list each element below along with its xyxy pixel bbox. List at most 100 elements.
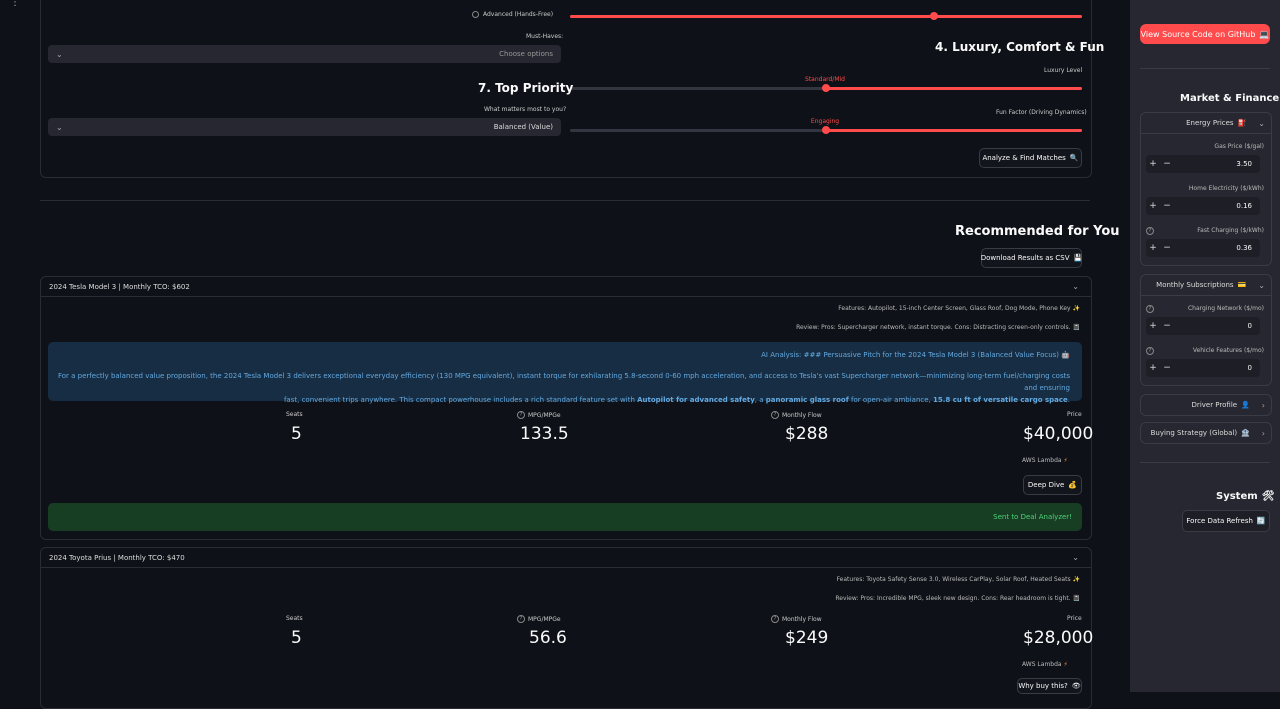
help-icon[interactable]: ? bbox=[771, 615, 779, 623]
laptop-icon: 💻 bbox=[1259, 29, 1270, 39]
lambda-caption: AWS Lambda ⚡ bbox=[1022, 661, 1068, 668]
fun-slider-knob[interactable] bbox=[822, 126, 830, 134]
features-text: Features: Toyota Safety Sense 3.0, Wirel… bbox=[836, 576, 1071, 583]
seats-value: 5 bbox=[291, 628, 302, 648]
advanced-radio[interactable]: Advanced (Hands-Free) bbox=[472, 11, 553, 18]
must-haves-label: Must-Haves: bbox=[526, 33, 564, 40]
subs-expander-label: Monthly Subscriptions bbox=[1156, 281, 1234, 289]
ai-bold-1: Autopilot for advanced safety bbox=[637, 396, 755, 404]
card-icon: 💳 bbox=[1237, 281, 1247, 289]
seats-value: 5 bbox=[291, 424, 302, 444]
ai-text-3: , a bbox=[754, 396, 766, 404]
fast-charge-input[interactable]: + − 0.36 bbox=[1146, 239, 1260, 257]
gas-value[interactable]: 3.50 bbox=[1236, 160, 1252, 168]
ai-text-1: For a perfectly balanced value propositi… bbox=[58, 372, 1071, 392]
fun-slider[interactable] bbox=[570, 126, 1082, 134]
chevron-down-icon: ⌄ bbox=[1072, 282, 1079, 291]
money-bag-icon: 💰 bbox=[1068, 481, 1078, 489]
card-header[interactable]: 2024 Tesla Model 3 | Monthly TCO: $602 ⌄ bbox=[41, 277, 1091, 297]
book-icon: 📓 bbox=[1072, 324, 1080, 331]
must-haves-placeholder: Choose options bbox=[499, 50, 553, 58]
plus-button[interactable]: + bbox=[1149, 243, 1157, 253]
menu-dots-icon[interactable]: ⋮ bbox=[10, 0, 20, 8]
driver-profile-expander[interactable]: Driver Profile 👤 › bbox=[1140, 394, 1272, 416]
home-elec-label: Home Electricity ($/kWh) bbox=[1146, 185, 1264, 192]
driver-profile-header[interactable]: Driver Profile 👤 › bbox=[1141, 395, 1271, 415]
energy-expander-header[interactable]: Energy Prices ⛽ ⌄ bbox=[1141, 113, 1271, 134]
minus-button[interactable]: − bbox=[1163, 201, 1171, 211]
plus-button[interactable]: + bbox=[1149, 321, 1157, 331]
robot-icon: 🤖 bbox=[1061, 351, 1070, 359]
review-line: Review: Pros: Supercharger network, inst… bbox=[796, 324, 1080, 331]
buying-strategy-header[interactable]: Buying Strategy (Global) 🏦 › bbox=[1141, 423, 1271, 443]
top-slider-track[interactable] bbox=[570, 12, 1082, 20]
force-refresh-button[interactable]: Force Data Refresh 🔄 bbox=[1182, 510, 1270, 532]
gas-input[interactable]: + − 3.50 bbox=[1146, 155, 1260, 173]
ai-bold-2: panoramic glass roof bbox=[765, 396, 849, 404]
help-icon[interactable]: ? bbox=[1146, 305, 1154, 313]
chevron-down-icon: ⌄ bbox=[1258, 118, 1265, 128]
subscriptions-expander-header[interactable]: Monthly Subscriptions 💳 ⌄ bbox=[1141, 275, 1271, 296]
download-label: Download Results as CSV bbox=[980, 254, 1070, 262]
card-header-label: 2024 Toyota Prius | Monthly TCO: $470 bbox=[49, 553, 185, 562]
luxury-label: Luxury Level bbox=[1044, 67, 1083, 74]
fast-charge-value[interactable]: 0.36 bbox=[1236, 244, 1252, 252]
minus-button[interactable]: − bbox=[1163, 321, 1171, 331]
lambda-text: AWS Lambda bbox=[1022, 661, 1062, 668]
person-icon: 👤 bbox=[1241, 401, 1250, 409]
top-slider-knob[interactable] bbox=[929, 12, 938, 20]
eye-icon: 👁 bbox=[1071, 682, 1081, 690]
buying-strategy-label: Buying Strategy (Global) bbox=[1150, 429, 1238, 437]
features-text: Features: Autopilot, 15-inch Center Scre… bbox=[838, 305, 1071, 312]
seats-label: Seats bbox=[286, 411, 303, 418]
card-header[interactable]: 2024 Toyota Prius | Monthly TCO: $470 ⌄ bbox=[41, 548, 1091, 568]
luxury-slider[interactable] bbox=[570, 84, 1082, 92]
mpg-value: 133.5 bbox=[520, 424, 569, 444]
gas-label-text: Gas Price ($/gal) bbox=[1214, 143, 1264, 150]
refresh-label: Force Data Refresh bbox=[1186, 517, 1253, 525]
sparkle-icon: ✨ bbox=[1072, 576, 1080, 583]
plus-button[interactable]: + bbox=[1149, 201, 1157, 211]
vehicle-feat-input[interactable]: + − 0 bbox=[1146, 359, 1260, 377]
plus-button[interactable]: + bbox=[1149, 363, 1157, 373]
download-csv-button[interactable]: Download Results as CSV 💾 bbox=[981, 248, 1082, 268]
help-icon[interactable]: ? bbox=[517, 615, 525, 623]
analyze-label: Analyze & Find Matches bbox=[982, 154, 1066, 162]
plus-button[interactable]: + bbox=[1149, 159, 1157, 169]
chevron-right-icon: › bbox=[1261, 428, 1265, 438]
buying-strategy-expander[interactable]: Buying Strategy (Global) 🏦 › bbox=[1140, 422, 1272, 444]
help-icon[interactable]: ? bbox=[1146, 347, 1154, 355]
minus-button[interactable]: − bbox=[1163, 363, 1171, 373]
divider bbox=[40, 200, 1090, 201]
mpg-value: 56.6 bbox=[529, 628, 567, 648]
section-luxury-heading: 4. Luxury, Comfort & Fun bbox=[935, 40, 1105, 54]
fast-charge-label: ? Fast Charging ($/kWh) bbox=[1146, 227, 1264, 235]
ai-analysis-box: AI Analysis: ### Persuasive Pitch for th… bbox=[48, 342, 1082, 404]
home-elec-input[interactable]: + − 0.16 bbox=[1146, 197, 1260, 215]
charging-net-input[interactable]: + − 0 bbox=[1146, 317, 1260, 335]
result-card-tesla: 2024 Tesla Model 3 | Monthly TCO: $602 ⌄ bbox=[40, 276, 1092, 540]
results-title: Recommended for You bbox=[955, 224, 1120, 239]
help-icon[interactable]: ? bbox=[517, 411, 525, 419]
vehicle-feat-value[interactable]: 0 bbox=[1247, 364, 1252, 372]
deep-dive-button[interactable]: Deep Dive 💰 bbox=[1023, 475, 1082, 495]
analyze-button[interactable]: Analyze & Find Matches 🔍 bbox=[979, 148, 1082, 168]
must-haves-select[interactable]: ⌄ Choose options bbox=[48, 45, 561, 63]
driver-profile-label: Driver Profile bbox=[1191, 401, 1238, 409]
minus-button[interactable]: − bbox=[1163, 243, 1171, 253]
price-label: Price bbox=[1067, 411, 1082, 418]
charging-net-value[interactable]: 0 bbox=[1247, 322, 1252, 330]
priority-select[interactable]: ⌄ Balanced (Value) bbox=[48, 118, 561, 136]
system-header-text: System bbox=[1216, 491, 1258, 502]
luxury-slider-knob[interactable] bbox=[822, 84, 830, 92]
github-button[interactable]: View Source Code on GitHub 💻 bbox=[1140, 24, 1270, 44]
radio-icon[interactable] bbox=[472, 11, 479, 18]
minus-button[interactable]: − bbox=[1163, 159, 1171, 169]
system-header: System 🛠 bbox=[1216, 491, 1274, 502]
help-icon[interactable]: ? bbox=[1146, 227, 1154, 235]
help-icon[interactable]: ? bbox=[771, 411, 779, 419]
vehicle-feat-label: ? Vehicle Features ($/mo) bbox=[1146, 347, 1264, 355]
home-elec-value[interactable]: 0.16 bbox=[1236, 202, 1252, 210]
chevron-down-icon: ⌄ bbox=[56, 49, 63, 59]
vehicle-feat-label-text: Vehicle Features ($/mo) bbox=[1192, 347, 1264, 354]
